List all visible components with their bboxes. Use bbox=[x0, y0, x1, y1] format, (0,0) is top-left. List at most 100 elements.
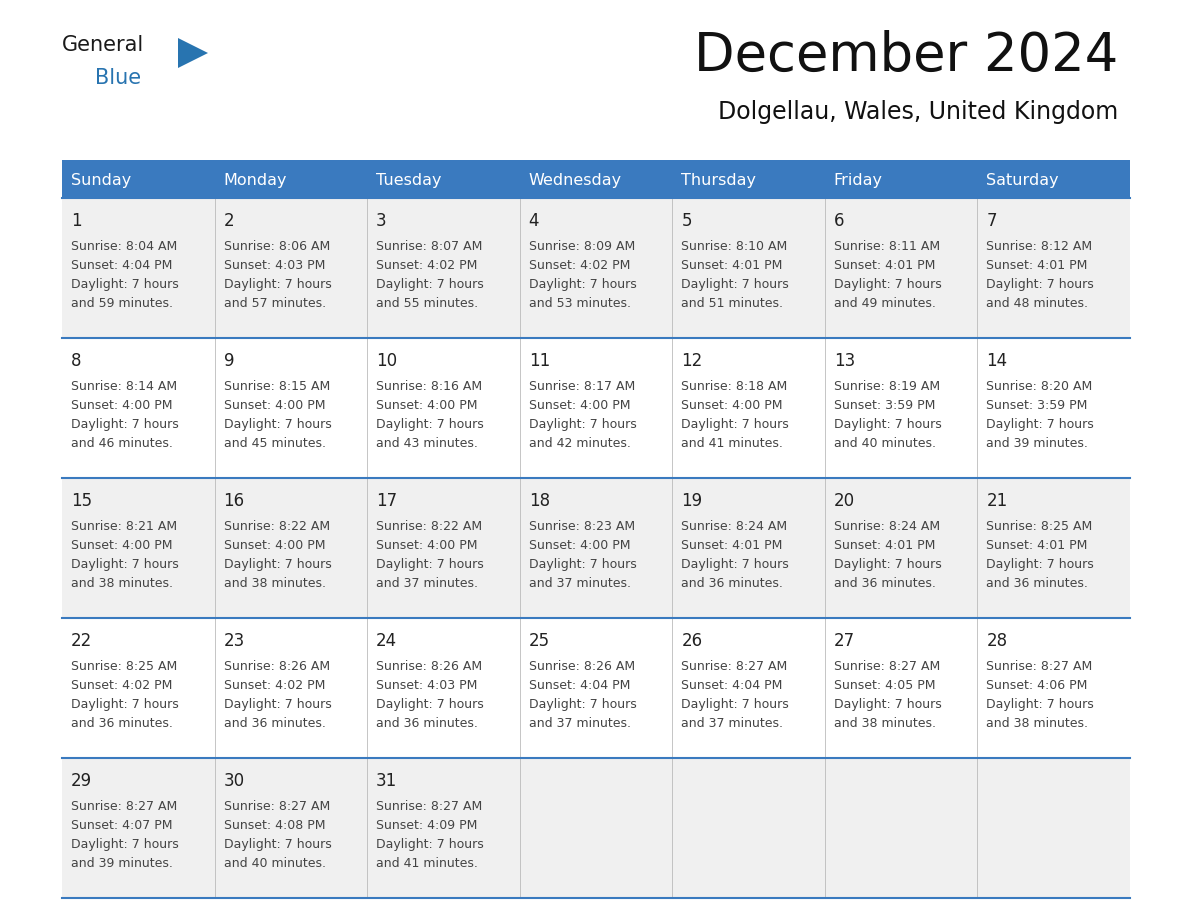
Text: Saturday: Saturday bbox=[986, 173, 1059, 187]
Bar bbox=[978, 338, 1130, 478]
Text: Sunrise: 8:24 AM: Sunrise: 8:24 AM bbox=[681, 520, 788, 533]
Text: 13: 13 bbox=[834, 352, 855, 370]
Text: and 45 minutes.: and 45 minutes. bbox=[223, 437, 326, 450]
Text: Sunset: 4:00 PM: Sunset: 4:00 PM bbox=[377, 539, 478, 552]
Text: Sunset: 4:01 PM: Sunset: 4:01 PM bbox=[834, 539, 935, 552]
Text: 25: 25 bbox=[529, 632, 550, 650]
Text: and 38 minutes.: and 38 minutes. bbox=[71, 577, 173, 590]
Bar bbox=[978, 618, 1130, 758]
Text: Sunrise: 8:11 AM: Sunrise: 8:11 AM bbox=[834, 240, 940, 253]
Text: Tuesday: Tuesday bbox=[377, 173, 442, 187]
Bar bbox=[367, 618, 519, 758]
Text: and 40 minutes.: and 40 minutes. bbox=[834, 437, 936, 450]
Text: Sunrise: 8:16 AM: Sunrise: 8:16 AM bbox=[377, 380, 482, 393]
Text: and 40 minutes.: and 40 minutes. bbox=[223, 857, 326, 870]
Text: and 57 minutes.: and 57 minutes. bbox=[223, 297, 326, 310]
Bar bbox=[672, 338, 824, 478]
Text: 17: 17 bbox=[377, 492, 397, 510]
Bar bbox=[367, 198, 519, 338]
Text: and 36 minutes.: and 36 minutes. bbox=[681, 577, 783, 590]
Text: and 37 minutes.: and 37 minutes. bbox=[377, 577, 478, 590]
Text: 16: 16 bbox=[223, 492, 245, 510]
Text: Daylight: 7 hours: Daylight: 7 hours bbox=[834, 698, 942, 711]
Text: Sunrise: 8:23 AM: Sunrise: 8:23 AM bbox=[529, 520, 634, 533]
Bar bbox=[62, 758, 215, 898]
Text: Sunrise: 8:20 AM: Sunrise: 8:20 AM bbox=[986, 380, 1093, 393]
Text: Daylight: 7 hours: Daylight: 7 hours bbox=[377, 418, 484, 431]
Bar bbox=[672, 478, 824, 618]
Bar bbox=[62, 198, 215, 338]
Text: Monday: Monday bbox=[223, 173, 287, 187]
Text: and 36 minutes.: and 36 minutes. bbox=[986, 577, 1088, 590]
Text: Daylight: 7 hours: Daylight: 7 hours bbox=[681, 418, 789, 431]
Bar bbox=[978, 478, 1130, 618]
Text: and 55 minutes.: and 55 minutes. bbox=[377, 297, 479, 310]
Text: Sunset: 4:00 PM: Sunset: 4:00 PM bbox=[681, 399, 783, 412]
Text: and 41 minutes.: and 41 minutes. bbox=[681, 437, 783, 450]
Text: Daylight: 7 hours: Daylight: 7 hours bbox=[681, 558, 789, 571]
Text: Daylight: 7 hours: Daylight: 7 hours bbox=[529, 558, 637, 571]
Text: 23: 23 bbox=[223, 632, 245, 650]
Text: 8: 8 bbox=[71, 352, 82, 370]
Bar bbox=[519, 338, 672, 478]
Text: Sunrise: 8:22 AM: Sunrise: 8:22 AM bbox=[377, 520, 482, 533]
Text: and 36 minutes.: and 36 minutes. bbox=[223, 717, 326, 730]
Text: 14: 14 bbox=[986, 352, 1007, 370]
Text: 15: 15 bbox=[71, 492, 93, 510]
Text: 10: 10 bbox=[377, 352, 397, 370]
Text: Sunset: 4:01 PM: Sunset: 4:01 PM bbox=[986, 539, 1088, 552]
Text: Daylight: 7 hours: Daylight: 7 hours bbox=[681, 698, 789, 711]
Text: and 36 minutes.: and 36 minutes. bbox=[377, 717, 478, 730]
Text: Sunset: 4:06 PM: Sunset: 4:06 PM bbox=[986, 679, 1088, 692]
Text: Sunset: 4:00 PM: Sunset: 4:00 PM bbox=[377, 399, 478, 412]
Text: Sunset: 4:05 PM: Sunset: 4:05 PM bbox=[834, 679, 935, 692]
Text: Sunrise: 8:27 AM: Sunrise: 8:27 AM bbox=[834, 660, 940, 673]
Text: 26: 26 bbox=[681, 632, 702, 650]
Text: Daylight: 7 hours: Daylight: 7 hours bbox=[223, 418, 331, 431]
Text: Sunset: 4:02 PM: Sunset: 4:02 PM bbox=[71, 679, 172, 692]
Text: and 59 minutes.: and 59 minutes. bbox=[71, 297, 173, 310]
Text: Sunset: 4:03 PM: Sunset: 4:03 PM bbox=[377, 679, 478, 692]
Text: 31: 31 bbox=[377, 772, 398, 790]
Text: Sunset: 4:02 PM: Sunset: 4:02 PM bbox=[529, 259, 630, 272]
Bar bbox=[367, 478, 519, 618]
Text: Daylight: 7 hours: Daylight: 7 hours bbox=[223, 558, 331, 571]
Text: and 51 minutes.: and 51 minutes. bbox=[681, 297, 783, 310]
Text: Sunset: 4:07 PM: Sunset: 4:07 PM bbox=[71, 819, 172, 832]
Text: 30: 30 bbox=[223, 772, 245, 790]
Bar bbox=[978, 198, 1130, 338]
Text: Sunset: 4:08 PM: Sunset: 4:08 PM bbox=[223, 819, 326, 832]
Bar bbox=[367, 338, 519, 478]
Text: 2: 2 bbox=[223, 212, 234, 230]
Text: 18: 18 bbox=[529, 492, 550, 510]
Bar bbox=[215, 618, 367, 758]
Text: Sunrise: 8:07 AM: Sunrise: 8:07 AM bbox=[377, 240, 482, 253]
Text: Daylight: 7 hours: Daylight: 7 hours bbox=[71, 418, 178, 431]
Text: Sunrise: 8:21 AM: Sunrise: 8:21 AM bbox=[71, 520, 177, 533]
Text: Sunset: 4:01 PM: Sunset: 4:01 PM bbox=[986, 259, 1088, 272]
Text: 12: 12 bbox=[681, 352, 702, 370]
Text: Sunset: 4:09 PM: Sunset: 4:09 PM bbox=[377, 819, 478, 832]
Text: and 49 minutes.: and 49 minutes. bbox=[834, 297, 936, 310]
Text: Dolgellau, Wales, United Kingdom: Dolgellau, Wales, United Kingdom bbox=[718, 100, 1118, 124]
Text: Sunset: 4:00 PM: Sunset: 4:00 PM bbox=[529, 399, 630, 412]
Text: Daylight: 7 hours: Daylight: 7 hours bbox=[986, 558, 1094, 571]
Text: 27: 27 bbox=[834, 632, 855, 650]
Text: Sunrise: 8:27 AM: Sunrise: 8:27 AM bbox=[681, 660, 788, 673]
Text: Daylight: 7 hours: Daylight: 7 hours bbox=[834, 278, 942, 291]
Text: Sunrise: 8:14 AM: Sunrise: 8:14 AM bbox=[71, 380, 177, 393]
Bar bbox=[215, 758, 367, 898]
Bar bbox=[519, 618, 672, 758]
Text: Sunset: 4:02 PM: Sunset: 4:02 PM bbox=[377, 259, 478, 272]
Text: Thursday: Thursday bbox=[681, 173, 757, 187]
Text: Sunset: 3:59 PM: Sunset: 3:59 PM bbox=[986, 399, 1088, 412]
Text: Sunset: 4:01 PM: Sunset: 4:01 PM bbox=[681, 259, 783, 272]
Text: and 37 minutes.: and 37 minutes. bbox=[681, 717, 783, 730]
Text: Sunrise: 8:25 AM: Sunrise: 8:25 AM bbox=[986, 520, 1093, 533]
Text: Sunset: 4:00 PM: Sunset: 4:00 PM bbox=[223, 399, 326, 412]
Text: Sunset: 4:03 PM: Sunset: 4:03 PM bbox=[223, 259, 326, 272]
Text: Sunrise: 8:24 AM: Sunrise: 8:24 AM bbox=[834, 520, 940, 533]
Text: and 48 minutes.: and 48 minutes. bbox=[986, 297, 1088, 310]
Text: Daylight: 7 hours: Daylight: 7 hours bbox=[223, 698, 331, 711]
Text: 20: 20 bbox=[834, 492, 855, 510]
